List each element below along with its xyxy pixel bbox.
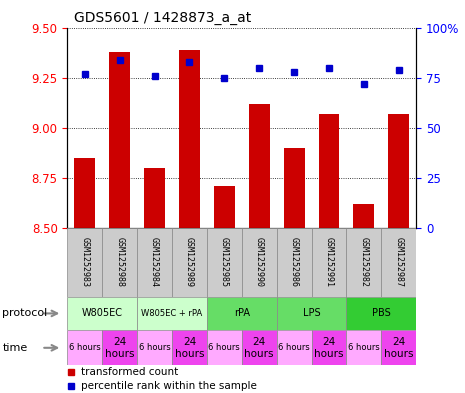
Bar <box>137 228 172 297</box>
Text: 6 hours: 6 hours <box>278 343 310 352</box>
Text: W805EC + rPA: W805EC + rPA <box>141 309 203 318</box>
Bar <box>74 158 95 228</box>
Bar <box>109 51 130 228</box>
Text: GSM1252987: GSM1252987 <box>394 237 403 287</box>
Text: 6 hours: 6 hours <box>348 343 380 352</box>
Bar <box>207 330 242 365</box>
Bar <box>214 186 235 228</box>
Bar <box>67 228 102 297</box>
Bar <box>242 330 277 365</box>
Text: W805EC: W805EC <box>82 309 123 318</box>
Text: GSM1252991: GSM1252991 <box>325 237 333 287</box>
Text: GSM1252990: GSM1252990 <box>255 237 264 287</box>
Bar <box>312 330 346 365</box>
Bar <box>144 168 165 228</box>
Text: GSM1252988: GSM1252988 <box>115 237 124 287</box>
Bar <box>319 114 339 228</box>
Text: protocol: protocol <box>2 309 47 318</box>
Text: GSM1252989: GSM1252989 <box>185 237 194 287</box>
Bar <box>249 104 270 228</box>
Text: transformed count: transformed count <box>81 367 179 377</box>
Bar <box>388 114 409 228</box>
Bar <box>172 228 207 297</box>
Text: 24
hours: 24 hours <box>245 337 274 358</box>
Bar <box>207 297 277 330</box>
Text: rPA: rPA <box>234 309 250 318</box>
Text: GSM1252985: GSM1252985 <box>220 237 229 287</box>
Text: LPS: LPS <box>303 309 320 318</box>
Text: 24
hours: 24 hours <box>105 337 134 358</box>
Bar <box>381 228 416 297</box>
Text: time: time <box>2 343 27 353</box>
Bar <box>312 228 346 297</box>
Text: 24
hours: 24 hours <box>384 337 413 358</box>
Bar <box>137 297 207 330</box>
Bar <box>102 228 137 297</box>
Bar <box>277 297 346 330</box>
Bar <box>179 50 200 228</box>
Bar <box>346 297 416 330</box>
Text: 24
hours: 24 hours <box>314 337 344 358</box>
Bar <box>207 228 242 297</box>
Bar <box>67 297 137 330</box>
Text: 6 hours: 6 hours <box>139 343 171 352</box>
Text: GSM1252986: GSM1252986 <box>290 237 299 287</box>
Bar <box>102 330 137 365</box>
Bar <box>381 330 416 365</box>
Bar <box>277 228 312 297</box>
Bar <box>284 148 305 228</box>
Bar <box>67 330 102 365</box>
Text: PBS: PBS <box>372 309 391 318</box>
Text: GSM1252982: GSM1252982 <box>359 237 368 287</box>
Text: 24
hours: 24 hours <box>175 337 204 358</box>
Bar <box>242 228 277 297</box>
Text: 6 hours: 6 hours <box>69 343 101 352</box>
Text: GDS5601 / 1428873_a_at: GDS5601 / 1428873_a_at <box>74 11 252 25</box>
Bar <box>346 228 381 297</box>
Bar <box>346 330 381 365</box>
Text: GSM1252984: GSM1252984 <box>150 237 159 287</box>
Bar <box>353 204 374 228</box>
Text: 6 hours: 6 hours <box>208 343 240 352</box>
Text: percentile rank within the sample: percentile rank within the sample <box>81 381 257 391</box>
Text: GSM1252983: GSM1252983 <box>80 237 89 287</box>
Bar <box>137 330 172 365</box>
Bar <box>172 330 207 365</box>
Bar <box>277 330 312 365</box>
